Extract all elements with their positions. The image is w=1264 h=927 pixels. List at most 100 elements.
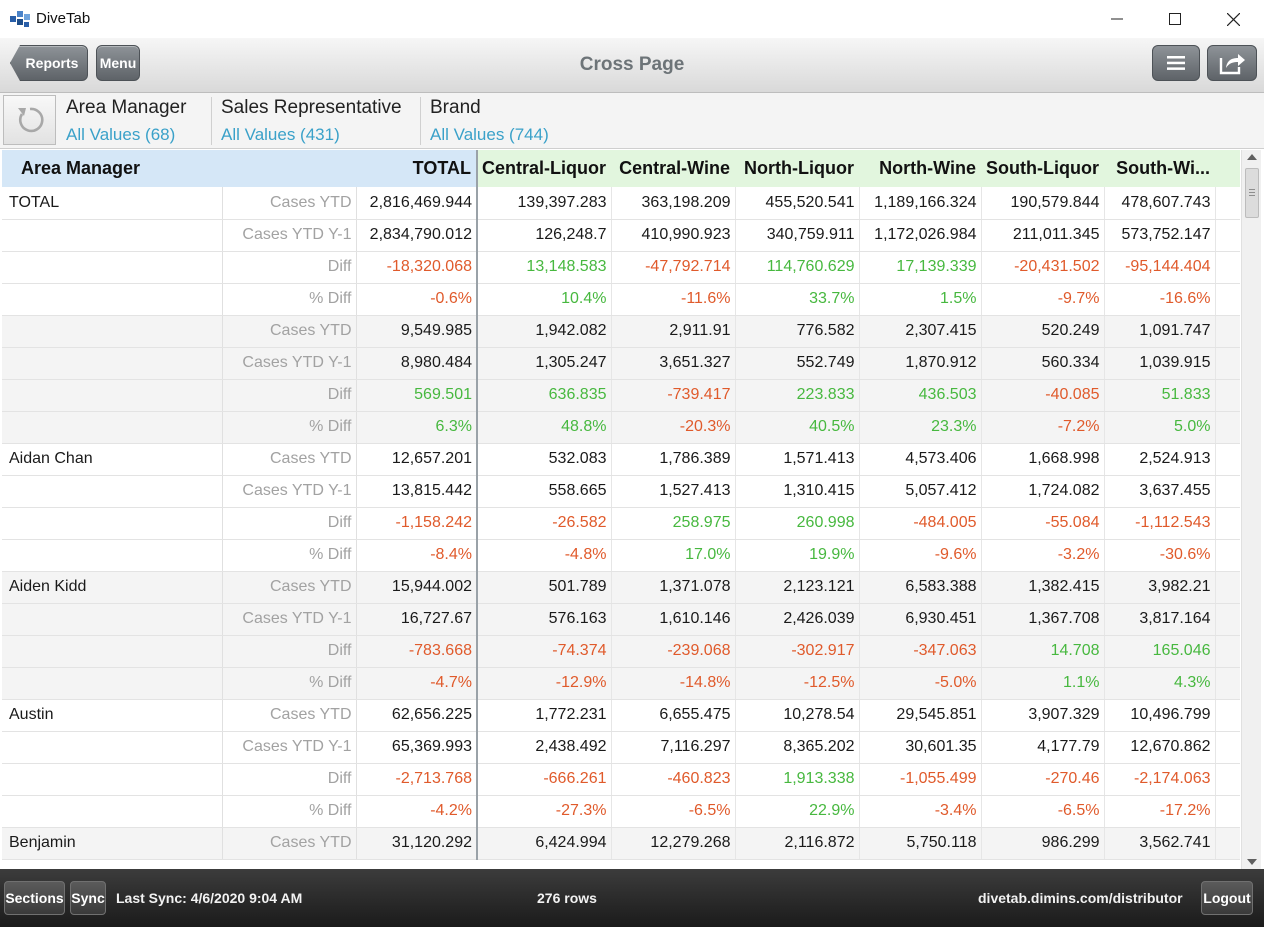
table-row[interactable]: Diff 569.501 636.835 -739.417 223.833 436.503… (2, 379, 1240, 412)
cell-north-wine: 4,573.406 (859, 443, 982, 476)
cell-south-wine: 3,817.164 (1104, 603, 1216, 636)
cell-north-wine: 23.3% (859, 411, 982, 444)
filter-divider (211, 97, 212, 145)
logout-button[interactable]: Logout (1201, 881, 1253, 915)
column-header-south-wine[interactable]: South-Wi... (1104, 150, 1215, 187)
cell-south-wine: -1,112.543 (1104, 507, 1216, 540)
column-header-total[interactable]: TOTAL (356, 150, 478, 187)
cell-north-wine: 6,930.451 (859, 603, 982, 636)
table-row[interactable]: Cases YTD Y-1 13,815.442 558.665 1,527.413 1… (2, 475, 1240, 508)
cell-north-wine: 1,189,166.324 (859, 187, 982, 220)
sync-button[interactable]: Sync (70, 881, 106, 915)
cell-central-wine: 1,527.413 (611, 475, 736, 508)
table-row[interactable]: % Diff -8.4% -4.8% 17.0% 19.9% -9.6% -3.2% -30.… (2, 539, 1240, 572)
reports-back-button[interactable]: Reports (10, 45, 88, 81)
cell-total: -18,320.068 (356, 251, 478, 284)
filter-bar: Area Manager All Values (68) Sales Repre… (0, 93, 1264, 149)
row-name-cell: Benjamin (2, 827, 223, 860)
cell-south-liquor: -20,431.502 (981, 251, 1105, 284)
cell-total: 15,944.002 (356, 571, 478, 604)
cell-north-liquor: 2,426.039 (735, 603, 860, 636)
cell-central-wine: -14.8% (611, 667, 736, 700)
scrollbar-thumb[interactable] (1245, 168, 1259, 218)
cell-south-liquor: 986.299 (981, 827, 1105, 860)
cell-north-wine: -1,055.499 (859, 763, 982, 796)
row-spacer-cell (1215, 411, 1240, 444)
maximize-icon (1169, 13, 1181, 25)
filter-area-manager[interactable]: Area Manager All Values (68) (66, 97, 186, 145)
cell-south-wine: 3,982.21 (1104, 571, 1216, 604)
table-row[interactable]: Diff -1,158.242 -26.582 258.975 260.998 -484.… (2, 507, 1240, 540)
cross-table-grid: Area Manager TOTAL Central-Liquor Centra… (2, 150, 1240, 860)
table-row[interactable]: Cases YTD 9,549.985 1,942.082 2,911.91 776.5… (2, 315, 1240, 348)
cell-north-liquor: 223.833 (735, 379, 860, 412)
cell-central-wine: -20.3% (611, 411, 736, 444)
table-row[interactable]: Diff -18,320.068 13,148.583 -47,792.714 114,… (2, 251, 1240, 284)
cell-central-liquor: 2,438.492 (477, 731, 612, 764)
cell-north-wine: -3.4% (859, 795, 982, 828)
table-row[interactable]: % Diff -4.2% -27.3% -6.5% 22.9% -3.4% -6.5% -17… (2, 795, 1240, 828)
filter-value[interactable]: All Values (68) (66, 125, 176, 144)
cell-total: 62,656.225 (356, 699, 478, 732)
row-name-cell (2, 219, 223, 252)
table-row[interactable]: Cases YTD Y-1 2,834,790.012 126,248.7 410,9… (2, 219, 1240, 252)
column-header-south-liquor[interactable]: South-Liquor (981, 150, 1104, 187)
table-row[interactable]: Diff -2,713.768 -666.261 -460.823 1,913.338-… (2, 763, 1240, 796)
table-row[interactable]: Aidan Chan Cases YTD 12,657.201 532.083 1,78… (2, 443, 1240, 476)
cell-central-liquor: -12.9% (477, 667, 612, 700)
table-row[interactable]: Diff -783.668 -74.374 -239.068 -302.917 -347.… (2, 635, 1240, 668)
column-header-area-manager[interactable]: Area Manager (2, 150, 356, 187)
cell-south-liquor: 4,177.79 (981, 731, 1105, 764)
cell-central-wine: -739.417 (611, 379, 736, 412)
table-row[interactable]: % Diff -4.7% -12.9% -14.8% -12.5% -5.0% 1.1% 4.… (2, 667, 1240, 700)
row-count-text: 276 rows (537, 890, 597, 906)
cell-central-wine: 1,786.389 (611, 443, 736, 476)
filter-sales-representative[interactable]: Sales Representative All Values (431) (221, 97, 402, 145)
cell-north-wine: 6,583.388 (859, 571, 982, 604)
filter-value[interactable]: All Values (744) (430, 125, 549, 144)
column-header-central-wine[interactable]: Central-Wine (611, 150, 735, 187)
table-row[interactable]: Austin Cases YTD 62,656.225 1,772.231 6,655.… (2, 699, 1240, 732)
cell-south-liquor: -6.5% (981, 795, 1105, 828)
cell-north-liquor: 22.9% (735, 795, 860, 828)
column-header-north-liquor[interactable]: North-Liquor (735, 150, 859, 187)
table-row[interactable]: Cases YTD Y-1 65,369.993 2,438.492 7,116.29… (2, 731, 1240, 764)
table-row[interactable]: Cases YTD Y-1 8,980.484 1,305.247 3,651.327… (2, 347, 1240, 380)
table-row[interactable]: % Diff 6.3% 48.8% -20.3% 40.5% 23.3% -7.2% 5.0% (2, 411, 1240, 444)
maximize-button[interactable] (1146, 0, 1204, 38)
table-row[interactable]: TOTAL Cases YTD 2,816,469.944 139,397.283 36… (2, 187, 1240, 220)
table-row[interactable]: Cases YTD Y-1 16,727.67 576.163 1,610.146 2,… (2, 603, 1240, 636)
minimize-button[interactable] (1088, 0, 1146, 38)
table-row[interactable]: Benjamin Cases YTD 31,120.292 6,424.994 12,2… (2, 827, 1240, 860)
cell-total: -783.668 (356, 635, 478, 668)
sections-button[interactable]: Sections (4, 881, 65, 915)
cell-south-liquor: -7.2% (981, 411, 1105, 444)
cell-total: 12,657.201 (356, 443, 478, 476)
row-spacer-cell (1215, 667, 1240, 700)
scroll-up-icon[interactable] (1247, 154, 1257, 160)
row-name-cell: TOTAL (2, 187, 223, 220)
list-menu-button[interactable] (1152, 45, 1200, 81)
filter-value[interactable]: All Values (431) (221, 125, 340, 144)
cell-south-wine: -16.6% (1104, 283, 1216, 316)
cell-total: 2,834,790.012 (356, 219, 478, 252)
table-row[interactable]: % Diff -0.6% 10.4% -11.6% 33.7% 1.5% -9.7% -16.… (2, 283, 1240, 316)
share-button[interactable] (1207, 45, 1257, 81)
cell-central-wine: 12,279.268 (611, 827, 736, 860)
cross-table[interactable]: Area Manager TOTAL Central-Liquor Centra… (2, 150, 1240, 869)
cell-north-wine: 1,172,026.984 (859, 219, 982, 252)
table-row[interactable]: Aiden Kidd Cases YTD 15,944.002 501.789 1,37… (2, 571, 1240, 604)
reset-filters-button[interactable] (3, 95, 56, 145)
cell-total: -8.4% (356, 539, 478, 572)
row-name-cell (2, 635, 223, 668)
cell-south-liquor: -9.7% (981, 283, 1105, 316)
column-header-central-liquor[interactable]: Central-Liquor (477, 150, 611, 187)
row-spacer-cell (1215, 187, 1240, 220)
menu-button[interactable]: Menu (96, 45, 140, 81)
filter-brand[interactable]: Brand All Values (744) (430, 97, 549, 145)
column-header-north-wine[interactable]: North-Wine (859, 150, 981, 187)
vertical-scrollbar[interactable] (1241, 150, 1261, 869)
cell-south-liquor: 1,382.415 (981, 571, 1105, 604)
close-button[interactable] (1204, 0, 1262, 38)
scroll-down-icon[interactable] (1247, 859, 1257, 865)
